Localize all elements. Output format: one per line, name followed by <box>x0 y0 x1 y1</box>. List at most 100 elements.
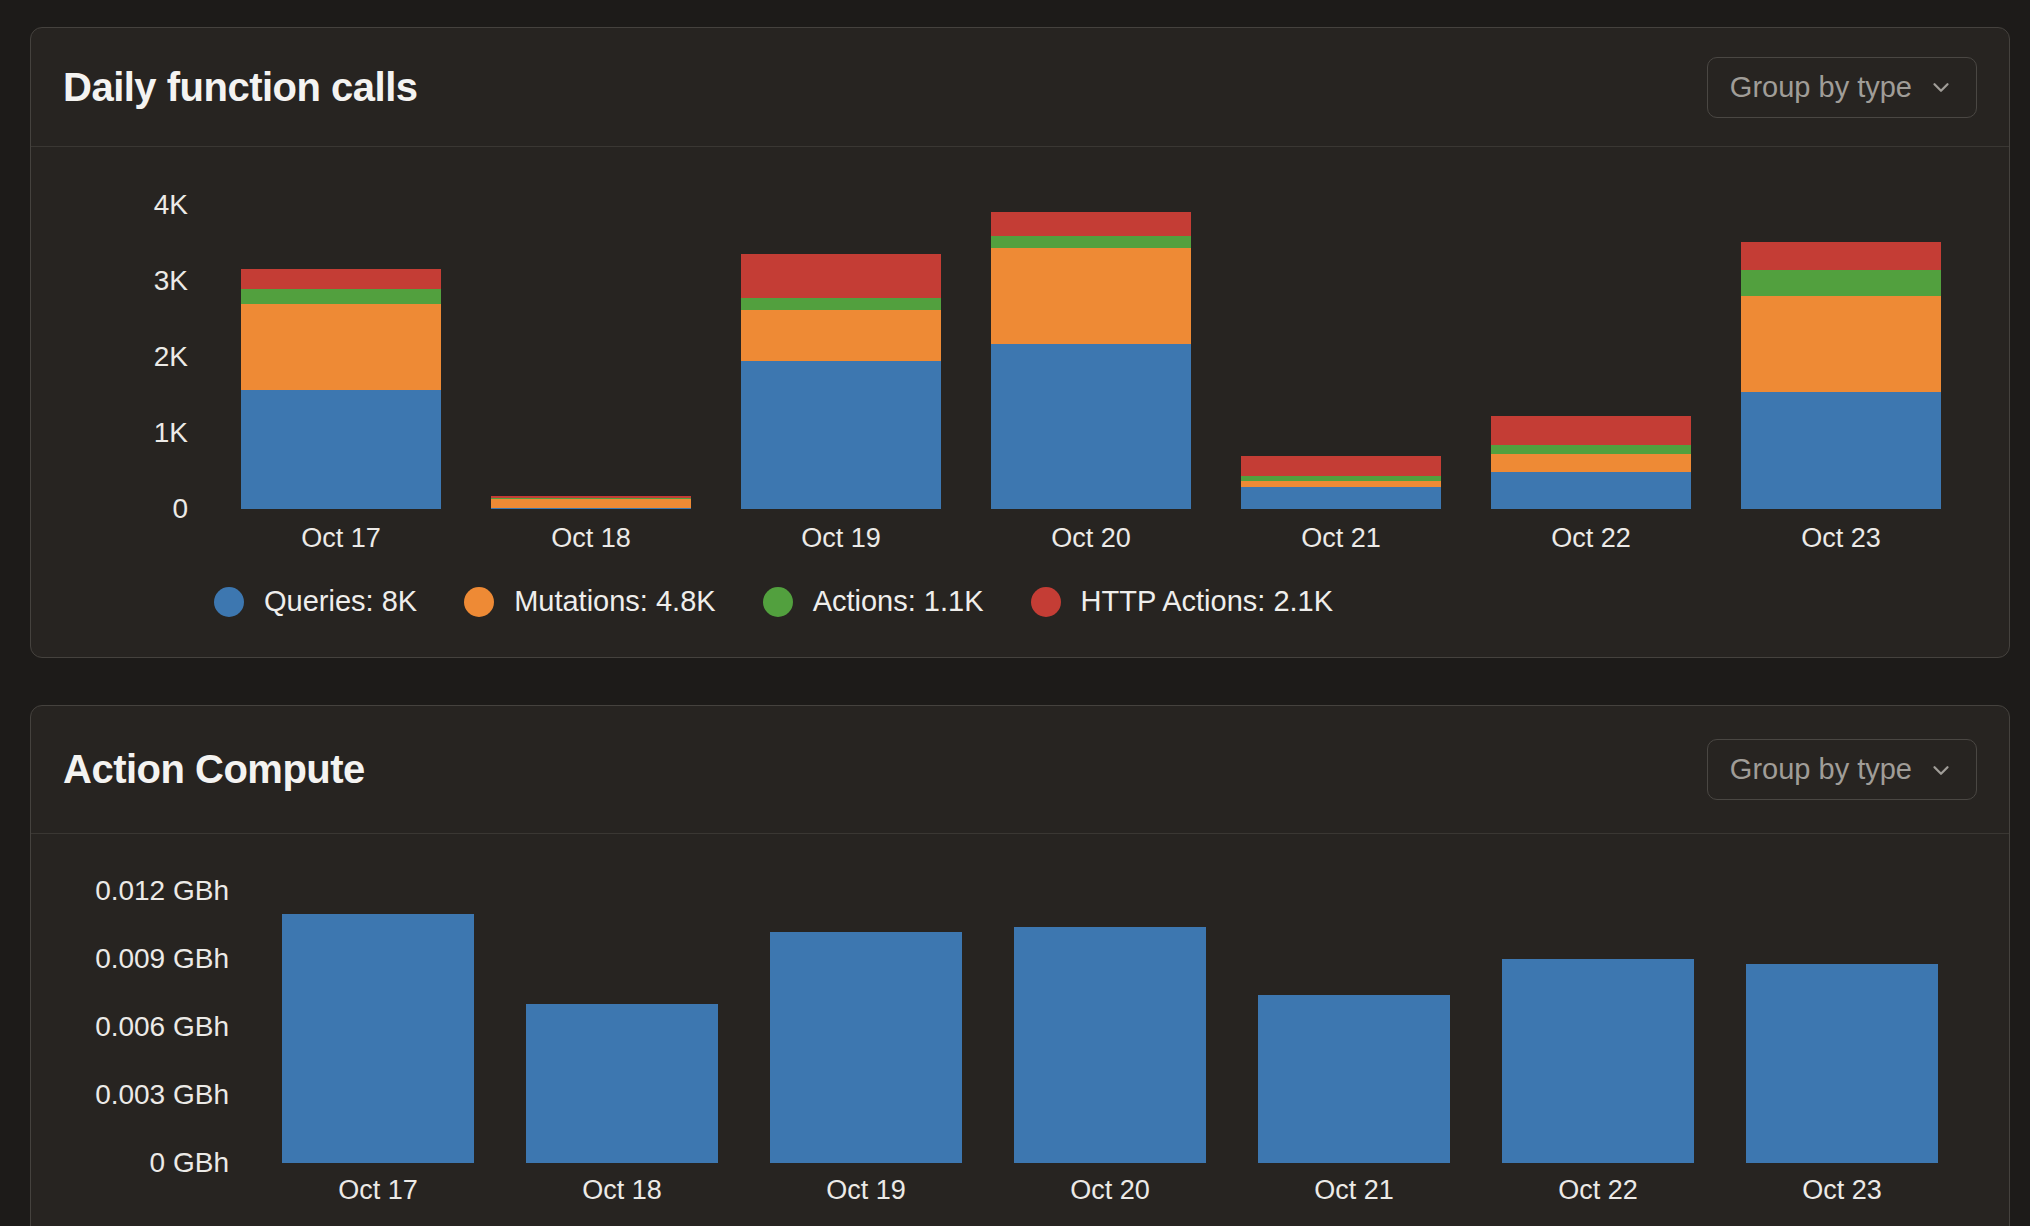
bar-group-oct-19 <box>716 159 966 509</box>
bar-group-oct-17 <box>256 863 500 1163</box>
bar-group-oct-22 <box>1466 159 1716 509</box>
legend-label: HTTP Actions: 2.1K <box>1081 585 1334 618</box>
bar-segment-http-actions <box>991 212 1191 236</box>
y-tick-label: 0 GBh <box>31 1148 229 1178</box>
bar-segment-action-compute <box>1014 927 1207 1163</box>
bar-stack <box>770 932 963 1163</box>
bar-segment-action-compute <box>1746 964 1939 1163</box>
bar-segment-mutations <box>1491 454 1691 471</box>
group-by-type-dropdown[interactable]: Group by type <box>1707 57 1977 118</box>
bar-segment-http-actions <box>241 269 441 289</box>
x-tick-label: Oct 19 <box>744 1175 988 1205</box>
bar-group-oct-18 <box>466 159 716 509</box>
bar-stack <box>1741 242 1941 509</box>
bar-segment-action-compute <box>282 914 475 1163</box>
bar-segment-action-compute <box>1502 959 1695 1163</box>
bar-segment-http-actions <box>741 254 941 298</box>
bar-segment-action-compute <box>770 932 963 1163</box>
legend-dot <box>1031 587 1061 617</box>
y-tick-label: 2K <box>31 342 188 372</box>
legend-dot <box>763 587 793 617</box>
bar-segment-mutations <box>491 499 691 508</box>
bar-segment-mutations <box>991 248 1191 345</box>
bar-group-oct-17 <box>216 159 466 509</box>
x-tick-label: Oct 22 <box>1476 1175 1720 1205</box>
bar-stack <box>991 212 1191 509</box>
card-title-daily-function-calls: Daily function calls <box>63 65 418 110</box>
legend-item-queries: Queries: 8K <box>214 585 417 618</box>
x-tick-label: Oct 20 <box>966 523 1216 553</box>
legend-label: Actions: 1.1K <box>813 585 984 618</box>
bar-segment-queries <box>491 508 691 509</box>
bar-group-oct-20 <box>966 159 1216 509</box>
legend-label: Mutations: 4.8K <box>514 585 716 618</box>
bar-segment-actions <box>241 289 441 304</box>
chevron-down-icon <box>1928 74 1954 100</box>
y-tick-label: 1K <box>31 418 188 448</box>
x-tick-label: Oct 21 <box>1216 523 1466 553</box>
bars-row <box>256 863 1964 1163</box>
card-header-action-compute: Action Compute Group by type <box>31 706 2009 834</box>
bar-stack <box>741 254 941 509</box>
legend-item-actions: Actions: 1.1K <box>763 585 984 618</box>
x-tick-label: Oct 18 <box>500 1175 744 1205</box>
bar-segment-mutations <box>241 304 441 390</box>
bar-stack <box>491 496 691 509</box>
bar-group-oct-20 <box>988 863 1232 1163</box>
bar-segment-http-actions <box>1491 416 1691 445</box>
card-daily-function-calls: Daily function calls Group by type 0 1K 2K… <box>30 27 2010 658</box>
bar-group-oct-18 <box>500 863 744 1163</box>
x-axis-labels: Oct 17Oct 18Oct 19Oct 20Oct 21Oct 22Oct … <box>256 1175 1964 1205</box>
y-tick-label: 0.012 GBh <box>31 876 229 906</box>
x-tick-label: Oct 21 <box>1232 1175 1476 1205</box>
bar-stack <box>1258 995 1451 1163</box>
card-action-compute: Action Compute Group by type 0 GBh0.003 … <box>30 705 2010 1226</box>
x-tick-label: Oct 23 <box>1720 1175 1964 1205</box>
bar-segment-action-compute <box>526 1004 719 1163</box>
x-tick-label: Oct 19 <box>716 523 966 553</box>
x-tick-label: Oct 22 <box>1466 523 1716 553</box>
bar-segment-queries <box>1241 487 1441 509</box>
bar-segment-queries <box>991 344 1191 509</box>
legend-dot <box>464 587 494 617</box>
bar-group-oct-23 <box>1716 159 1966 509</box>
bar-segment-mutations <box>1741 296 1941 392</box>
x-axis-labels: Oct 17Oct 18Oct 19Oct 20Oct 21Oct 22Oct … <box>216 523 1966 553</box>
group-by-type-dropdown-label: Group by type <box>1730 71 1912 104</box>
bar-segment-actions <box>1741 270 1941 297</box>
bar-segment-queries <box>741 361 941 509</box>
bar-stack <box>1491 416 1691 509</box>
chevron-down-icon <box>1928 757 1954 783</box>
bar-stack <box>282 914 475 1163</box>
bar-segment-mutations <box>741 310 941 361</box>
y-tick-label: 4K <box>31 190 188 220</box>
bar-group-oct-21 <box>1216 159 1466 509</box>
y-tick-label: 0.006 GBh <box>31 1012 229 1042</box>
y-tick-label: 3K <box>31 266 188 296</box>
y-tick-label: 0 <box>31 494 188 524</box>
action-compute-chart: 0 GBh0.003 GBh0.006 GBh0.009 GBh0.012 GB… <box>31 834 2009 1226</box>
legend-item-mutations: Mutations: 4.8K <box>464 585 716 618</box>
bar-segment-http-actions <box>1241 456 1441 475</box>
legend-dot <box>214 587 244 617</box>
bar-segment-queries <box>1741 392 1941 509</box>
bar-segment-actions <box>1491 445 1691 454</box>
bar-segment-http-actions <box>1741 242 1941 270</box>
x-tick-label: Oct 17 <box>216 523 466 553</box>
legend-label: Queries: 8K <box>264 585 417 618</box>
card-header-daily-function-calls: Daily function calls Group by type <box>31 28 2009 147</box>
bar-segment-queries <box>241 390 441 509</box>
card-title-action-compute: Action Compute <box>63 747 365 792</box>
group-by-type-dropdown-label: Group by type <box>1730 753 1912 786</box>
bar-segment-action-compute <box>1258 995 1451 1163</box>
bar-group-oct-22 <box>1476 863 1720 1163</box>
bar-segment-mutations <box>1241 481 1441 488</box>
bar-stack <box>1502 959 1695 1163</box>
bar-segment-queries <box>1491 472 1691 509</box>
chart-legend: Queries: 8K Mutations: 4.8K Actions: 1.1K H… <box>214 585 1333 618</box>
bar-segment-actions <box>741 298 941 310</box>
group-by-type-dropdown[interactable]: Group by type <box>1707 739 1977 800</box>
bars-row <box>216 159 1966 509</box>
bar-stack <box>1241 456 1441 509</box>
legend-item-http-actions: HTTP Actions: 2.1K <box>1031 585 1334 618</box>
